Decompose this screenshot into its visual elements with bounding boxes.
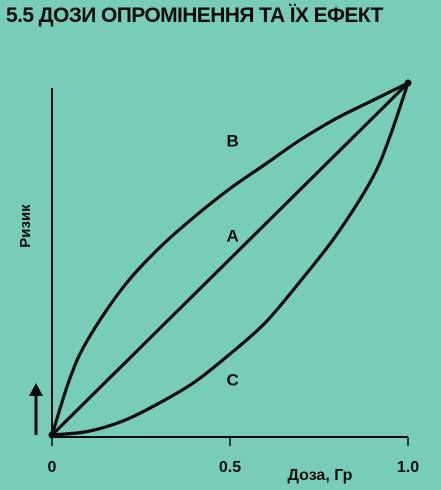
series-label-a: A [226,226,238,245]
up-arrow-icon [29,383,43,435]
origin-point [49,432,56,439]
series-label-c: C [226,371,238,390]
y-axis-label: Ризик [17,204,34,248]
x-tick-label: 0.5 [219,459,241,476]
series-label-b: B [226,131,238,150]
x-tick-label: 1.0 [397,459,419,476]
end-point [405,80,412,87]
x-tick-label: 0 [48,459,57,476]
x-axis-label: Доза, Гр [288,467,353,484]
